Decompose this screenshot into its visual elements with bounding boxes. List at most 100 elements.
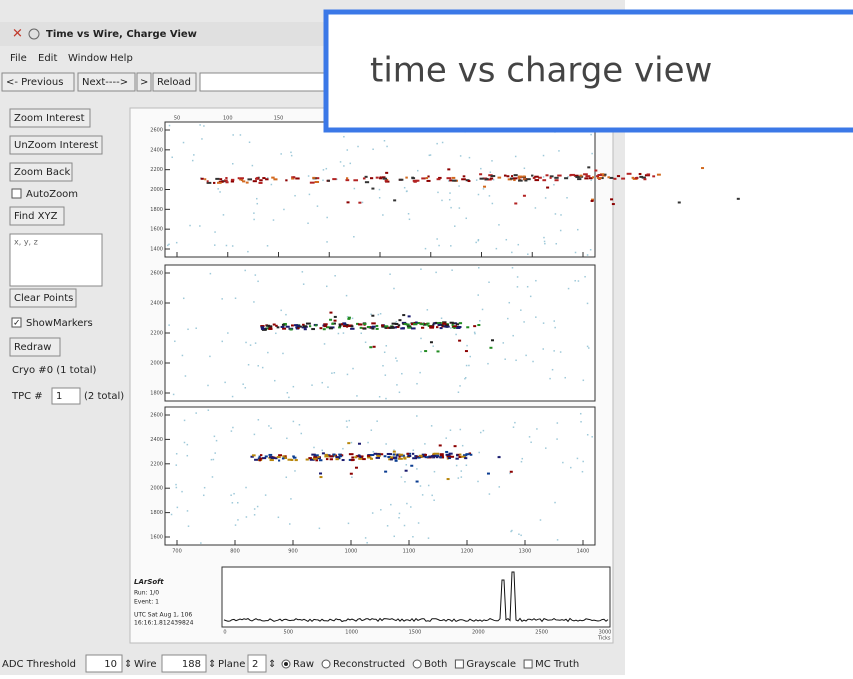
noise-hit	[360, 332, 363, 335]
noise-hit	[460, 470, 463, 472]
checkbox[interactable]	[11, 317, 22, 328]
track-hit	[326, 326, 330, 329]
noise-hit	[348, 419, 351, 422]
noise-hit	[478, 451, 480, 454]
button[interactable]	[9, 206, 65, 226]
track-hit	[262, 327, 267, 330]
track-hit	[462, 175, 466, 178]
text-area[interactable]	[9, 233, 103, 287]
noise-hit	[473, 331, 476, 334]
track-hit	[592, 176, 595, 179]
menu-item[interactable]: Help	[110, 53, 133, 64]
button[interactable]	[9, 288, 77, 308]
text-field[interactable]	[199, 72, 331, 92]
noise-hit	[253, 301, 255, 303]
button[interactable]	[9, 162, 73, 182]
track-hit	[261, 328, 267, 331]
noise-hit	[272, 219, 275, 221]
noise-hit	[440, 317, 443, 320]
cluster-hit	[349, 472, 353, 475]
event-info: LArSoft	[134, 578, 164, 586]
noise-hit	[516, 286, 519, 288]
track-hit	[542, 179, 547, 182]
track-hit	[458, 322, 463, 325]
track-hit	[462, 454, 468, 457]
track-hit	[577, 178, 582, 181]
spin-arrows[interactable]: ⇕	[124, 659, 132, 670]
noise-hit	[244, 269, 246, 272]
cluster-hit	[319, 472, 323, 475]
noise-hit	[214, 452, 216, 454]
noise-hit	[282, 352, 284, 355]
noise-hit	[545, 447, 547, 449]
track-hit	[346, 325, 349, 328]
radio-button[interactable]	[412, 659, 422, 669]
noise-hit	[396, 360, 398, 362]
track-hit	[394, 322, 399, 325]
noise-hit	[249, 344, 252, 346]
cluster-hit	[466, 326, 470, 329]
button[interactable]	[9, 108, 91, 128]
track-hit	[468, 452, 472, 455]
button[interactable]	[9, 135, 103, 155]
spin-arrows[interactable]: ⇕	[208, 659, 216, 670]
noise-hit	[175, 464, 178, 466]
radio-button[interactable]	[321, 659, 331, 669]
checkbox[interactable]	[11, 188, 22, 199]
noise-hit	[385, 397, 387, 400]
window-button[interactable]	[28, 28, 40, 40]
option-label: Reconstructed	[333, 659, 405, 670]
noise-hit	[214, 231, 216, 233]
track-hit	[398, 455, 401, 458]
noise-hit	[234, 297, 237, 299]
noise-hit	[227, 332, 229, 334]
track-hit	[607, 176, 610, 179]
track-hit	[531, 174, 534, 177]
track-hit	[324, 453, 328, 456]
noise-hit	[544, 242, 546, 245]
button[interactable]	[1, 72, 75, 92]
cluster-hit	[509, 470, 513, 473]
noise-hit	[215, 439, 218, 442]
option-label: Both	[424, 659, 447, 670]
track-hit	[449, 179, 453, 182]
track-hit	[295, 326, 299, 329]
button[interactable]	[136, 72, 152, 92]
track-hit	[411, 327, 416, 330]
menu-item[interactable]: File	[10, 53, 27, 64]
button-label: UnZoom Interest	[14, 140, 98, 151]
track-hit	[373, 452, 378, 455]
noise-hit	[449, 429, 452, 431]
tpc-total: (2 total)	[84, 391, 124, 402]
noise-hit	[441, 141, 444, 144]
track-hit	[405, 176, 408, 179]
checkbox[interactable]	[454, 659, 464, 669]
track-hit	[616, 175, 621, 178]
button[interactable]	[152, 72, 197, 92]
spinbox[interactable]	[85, 654, 123, 673]
cluster-hit	[339, 455, 343, 458]
spinbox[interactable]	[247, 654, 267, 673]
noise-hit	[247, 363, 250, 366]
button[interactable]	[77, 72, 136, 92]
noise-hit	[464, 377, 467, 379]
track-hit	[311, 328, 315, 331]
track-hit	[405, 323, 410, 326]
track-hit	[364, 181, 370, 184]
spinbox[interactable]	[161, 654, 207, 673]
noise-hit	[549, 377, 551, 380]
menu-item[interactable]: Edit	[38, 53, 57, 64]
track-hit	[570, 173, 575, 176]
waveform	[223, 571, 609, 623]
button[interactable]	[9, 337, 61, 357]
cluster-hit	[333, 319, 337, 322]
cluster-hit	[464, 457, 468, 460]
checkbox[interactable]	[523, 659, 533, 669]
noise-hit	[285, 313, 287, 316]
noise-hit	[302, 283, 305, 285]
spinbox[interactable]	[51, 387, 81, 405]
menu-item[interactable]: Window	[68, 53, 107, 64]
noise-hit	[464, 377, 466, 380]
spin-arrows[interactable]: ⇕	[268, 659, 276, 670]
noise-hit	[487, 362, 489, 365]
